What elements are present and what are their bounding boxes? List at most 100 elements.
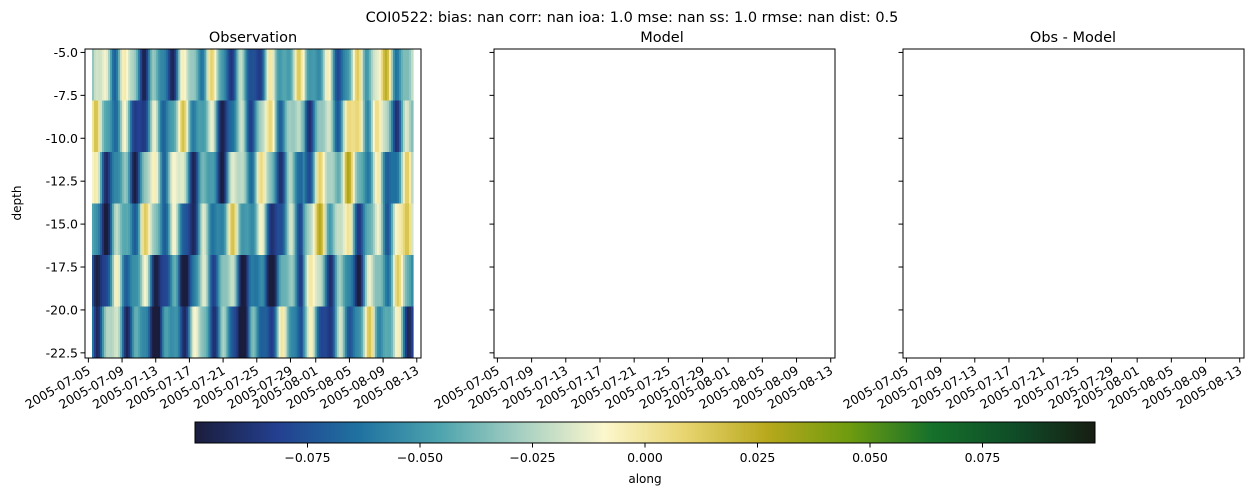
heatmap-cell [248, 255, 252, 307]
heatmap-cell [140, 49, 143, 101]
heatmap-cell [124, 203, 127, 255]
heatmap-cell [276, 49, 280, 101]
heatmap-cell [410, 100, 414, 152]
heatmap-cell [110, 255, 113, 307]
heatmap-cell [288, 306, 292, 358]
y-tick-label: -15.0 [46, 217, 78, 232]
heatmap-cell [260, 100, 264, 152]
model-x-ticks: 2005-07-052005-07-092005-07-132005-07-17… [431, 358, 835, 412]
heatmap-cell [228, 203, 232, 255]
heatmap-cell [270, 100, 274, 152]
heatmap-cell [390, 255, 394, 307]
heatmap-cell [198, 203, 201, 255]
heatmap-cell [258, 203, 262, 255]
heatmap-cell [254, 152, 258, 204]
heatmap-cell [408, 203, 412, 255]
heatmap-cell [228, 49, 232, 101]
heatmap-cell [220, 100, 224, 152]
heatmap-cell [134, 255, 137, 307]
heatmap-cell [360, 203, 364, 255]
heatmap-cell [118, 100, 121, 152]
heatmap-cell [308, 100, 312, 152]
heatmap-cell [124, 152, 127, 204]
heatmap-cell [136, 100, 139, 152]
heatmap-cell [146, 152, 149, 204]
heatmap-cell [320, 306, 324, 358]
heatmap-cell [156, 255, 159, 307]
heatmap-cell [220, 49, 224, 101]
heatmap-cell [250, 255, 254, 307]
heatmap-cell [168, 203, 171, 255]
heatmap-cell [242, 306, 246, 358]
heatmap-cell [170, 203, 173, 255]
heatmap-cell [180, 203, 183, 255]
heatmap-cell [208, 100, 211, 152]
heatmap-cell [144, 152, 147, 204]
heatmap-cell [340, 100, 344, 152]
heatmap-cell [152, 152, 155, 204]
heatmap-cell [386, 306, 390, 358]
heatmap-cell [284, 49, 288, 101]
heatmap-cell [382, 152, 386, 204]
heatmap-cell [148, 100, 151, 152]
heatmap-cell [302, 203, 306, 255]
heatmap-cell [376, 100, 380, 152]
heatmap-cell [350, 255, 354, 307]
heatmap-cell [356, 49, 360, 101]
colorbar-tick-label: −0.050 [397, 450, 443, 465]
heatmap-cell [406, 100, 410, 152]
heatmap-cell [148, 306, 151, 358]
heatmap-cell [346, 49, 350, 101]
heatmap-cell [248, 100, 252, 152]
heatmap-cell [178, 152, 181, 204]
heatmap-cell [406, 152, 410, 204]
heatmap-cell [132, 100, 135, 152]
heatmap-cell [202, 306, 205, 358]
heatmap-cell [204, 255, 207, 307]
heatmap-cell [112, 49, 115, 101]
heatmap-cell [94, 203, 97, 255]
heatmap-cell [200, 152, 203, 204]
heatmap-cell [134, 306, 137, 358]
heatmap-cell [328, 152, 332, 204]
heatmap-cell [358, 255, 362, 307]
heatmap-cell [180, 49, 183, 101]
heatmap-cell [366, 203, 370, 255]
heatmap-cell [174, 306, 177, 358]
heatmap-cell [160, 49, 163, 101]
heatmap-cell [240, 306, 244, 358]
heatmap-cell [130, 203, 133, 255]
heatmap-cell [242, 255, 246, 307]
heatmap-cell [130, 100, 133, 152]
heatmap-cell [386, 255, 390, 307]
heatmap-cell [178, 255, 181, 307]
heatmap-cell [234, 306, 238, 358]
heatmap-cell [360, 255, 364, 307]
heatmap-cell [160, 100, 163, 152]
heatmap-cell [172, 255, 175, 307]
heatmap-cell [298, 100, 302, 152]
heatmap-cell [362, 152, 366, 204]
heatmap-cell [324, 100, 328, 152]
heatmap-cell [110, 100, 113, 152]
heatmap-cell [216, 49, 219, 101]
heatmap-cell [348, 203, 352, 255]
heatmap-cell [396, 152, 400, 204]
heatmap-cell [330, 100, 334, 152]
heatmap-cell [126, 100, 129, 152]
heatmap-cell [128, 152, 131, 204]
heatmap-cell [124, 306, 127, 358]
heatmap-cell [112, 255, 115, 307]
heatmap-cell [326, 100, 330, 152]
heatmap-cell [278, 306, 282, 358]
heatmap-cell [300, 100, 304, 152]
heatmap-cell [196, 100, 199, 152]
heatmap-cell [344, 100, 348, 152]
heatmap-cell [374, 255, 378, 307]
heatmap-cell [282, 152, 286, 204]
heatmap-cell [344, 203, 348, 255]
heatmap-cell [232, 255, 236, 307]
heatmap-cell [354, 152, 358, 204]
heatmap-cell [262, 100, 266, 152]
heatmap-cell [318, 203, 322, 255]
